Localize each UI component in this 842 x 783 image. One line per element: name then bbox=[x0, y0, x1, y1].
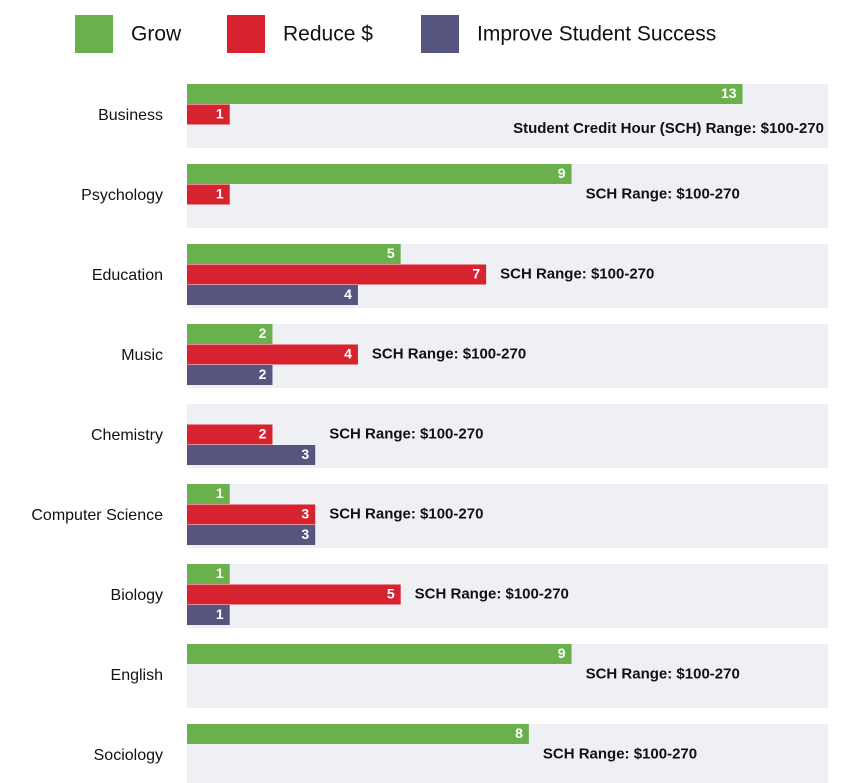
bar bbox=[187, 164, 572, 184]
annotation: SCH Range: $100-270 bbox=[372, 346, 526, 363]
value-label: 9 bbox=[558, 645, 566, 661]
value-label: 5 bbox=[387, 585, 395, 601]
category-label: Computer Science bbox=[31, 507, 163, 524]
value-label: 3 bbox=[301, 505, 309, 521]
bar bbox=[187, 244, 401, 264]
annotation: SCH Range: $100-270 bbox=[586, 666, 740, 683]
value-label: 8 bbox=[515, 725, 523, 741]
value-label: 3 bbox=[301, 526, 309, 542]
category-label: Music bbox=[121, 347, 163, 364]
value-label: 5 bbox=[387, 245, 395, 261]
bar bbox=[187, 584, 401, 605]
category-label: Biology bbox=[111, 587, 163, 604]
annotation: Student Credit Hour (SCH) Range: $100-27… bbox=[513, 120, 824, 137]
annotation: SCH Range: $100-270 bbox=[415, 586, 569, 603]
bar bbox=[187, 424, 273, 445]
legend-label: Reduce $ bbox=[283, 23, 373, 46]
bar bbox=[187, 445, 316, 465]
value-label: 4 bbox=[344, 286, 352, 302]
category-label: English bbox=[111, 667, 163, 684]
annotation: SCH Range: $100-270 bbox=[543, 746, 697, 763]
value-label: 2 bbox=[259, 425, 267, 441]
bar bbox=[187, 365, 273, 385]
value-label: 1 bbox=[216, 105, 224, 121]
category-label: Business bbox=[98, 107, 163, 124]
category-label: Psychology bbox=[81, 187, 163, 204]
value-label: 13 bbox=[721, 85, 737, 101]
legend-swatch bbox=[75, 15, 113, 53]
bar bbox=[187, 605, 230, 625]
bar bbox=[187, 644, 572, 664]
annotation: SCH Range: $100-270 bbox=[500, 266, 654, 283]
category-label: Education bbox=[92, 267, 163, 284]
value-label: 1 bbox=[216, 565, 224, 581]
category-label: Sociology bbox=[94, 747, 163, 764]
bar bbox=[187, 184, 230, 205]
bar bbox=[187, 525, 316, 545]
value-label: 1 bbox=[216, 485, 224, 501]
value-label: 7 bbox=[472, 265, 480, 281]
value-label: 4 bbox=[344, 345, 352, 361]
bar bbox=[187, 285, 358, 305]
bar bbox=[187, 724, 529, 744]
annotation: SCH Range: $100-270 bbox=[329, 426, 483, 443]
value-label: 9 bbox=[558, 165, 566, 181]
bar bbox=[187, 84, 743, 104]
bar bbox=[187, 564, 230, 584]
bar bbox=[187, 324, 273, 344]
bar bbox=[187, 504, 316, 525]
legend-label: Improve Student Success bbox=[477, 23, 716, 46]
value-label: 2 bbox=[259, 325, 267, 341]
value-label: 3 bbox=[301, 446, 309, 462]
annotation: SCH Range: $100-270 bbox=[586, 186, 740, 203]
legend-swatch bbox=[227, 15, 265, 53]
value-label: 1 bbox=[216, 185, 224, 201]
value-label: 1 bbox=[216, 606, 224, 622]
legend-label: Grow bbox=[131, 23, 182, 46]
category-label: Chemistry bbox=[91, 427, 163, 444]
bar bbox=[187, 484, 230, 504]
value-label: 2 bbox=[259, 366, 267, 382]
bar bbox=[187, 264, 487, 285]
annotation: SCH Range: $100-270 bbox=[329, 506, 483, 523]
bar bbox=[187, 344, 358, 365]
bar bbox=[187, 104, 230, 125]
legend-swatch bbox=[421, 15, 459, 53]
